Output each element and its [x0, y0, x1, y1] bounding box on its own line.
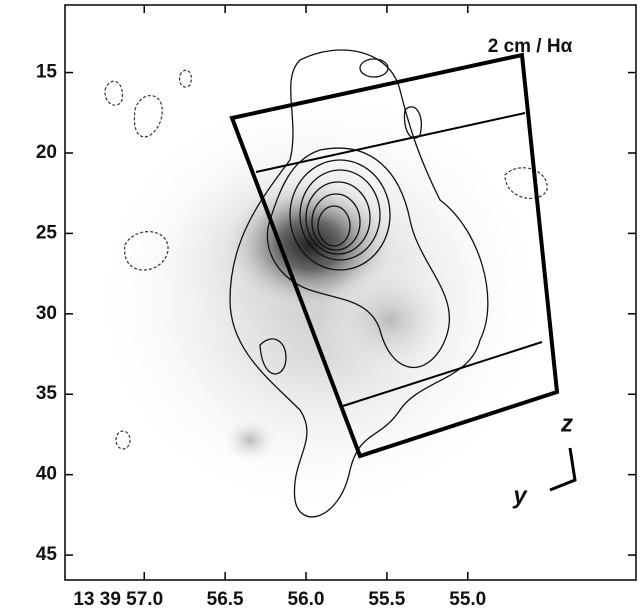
plot-frame: [64, 4, 637, 581]
y-tick-label: 25: [36, 222, 58, 243]
y-tick-label: 40: [36, 464, 57, 485]
image: [90, 80, 550, 520]
y-tick-label: 15: [36, 62, 58, 83]
y-tick-label: 45: [36, 544, 58, 565]
x-tick-label: 55.5: [368, 589, 405, 610]
x-tick-label: 55.0: [449, 589, 486, 610]
contours: [104, 49, 548, 518]
y-tick-label: 30: [36, 303, 57, 324]
y-label: y: [512, 482, 528, 509]
x-tick-label: 13 39 57.0: [73, 589, 163, 610]
orientation-arrow: [549, 447, 577, 492]
y-tick-label: 20: [36, 142, 57, 163]
x-tick-label: 56.0: [288, 589, 325, 610]
slit-box: [229, 52, 560, 459]
z-label: z: [560, 410, 573, 437]
y-tick-label: 35: [36, 383, 58, 404]
annotation: 2 cm / Hα: [488, 36, 573, 57]
x-tick-label: 56.5: [207, 589, 244, 610]
